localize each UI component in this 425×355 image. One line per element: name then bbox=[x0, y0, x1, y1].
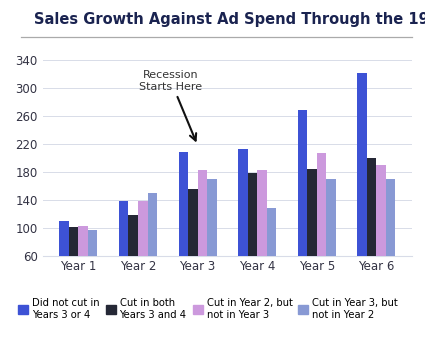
Bar bbox=[307, 169, 317, 297]
Bar bbox=[69, 227, 78, 297]
Text: Recession
Starts Here: Recession Starts Here bbox=[139, 70, 202, 141]
Bar bbox=[377, 165, 386, 297]
Legend: Did not cut in
Years 3 or 4, Cut in both
Years 3 and 4, Cut in Year 2, but
not i: Did not cut in Years 3 or 4, Cut in both… bbox=[18, 298, 398, 320]
Bar bbox=[317, 153, 326, 297]
Bar bbox=[357, 73, 367, 297]
Bar bbox=[298, 110, 307, 297]
Text: Sales Growth Against Ad Spend Through the 1981-1982 Recession: Sales Growth Against Ad Spend Through th… bbox=[34, 12, 425, 27]
Bar bbox=[188, 189, 198, 297]
Bar bbox=[238, 149, 248, 297]
Bar bbox=[119, 201, 128, 297]
Bar bbox=[147, 193, 157, 297]
Bar bbox=[60, 221, 69, 297]
Bar bbox=[138, 201, 147, 297]
Bar bbox=[267, 208, 276, 297]
Bar bbox=[367, 158, 377, 297]
Bar bbox=[178, 152, 188, 297]
Bar bbox=[207, 179, 217, 297]
Bar bbox=[88, 230, 97, 297]
Bar bbox=[257, 170, 267, 297]
Bar bbox=[326, 179, 336, 297]
Bar bbox=[128, 215, 138, 297]
Bar bbox=[248, 173, 257, 297]
Bar bbox=[78, 225, 88, 297]
Bar bbox=[198, 170, 207, 297]
Bar bbox=[386, 179, 395, 297]
